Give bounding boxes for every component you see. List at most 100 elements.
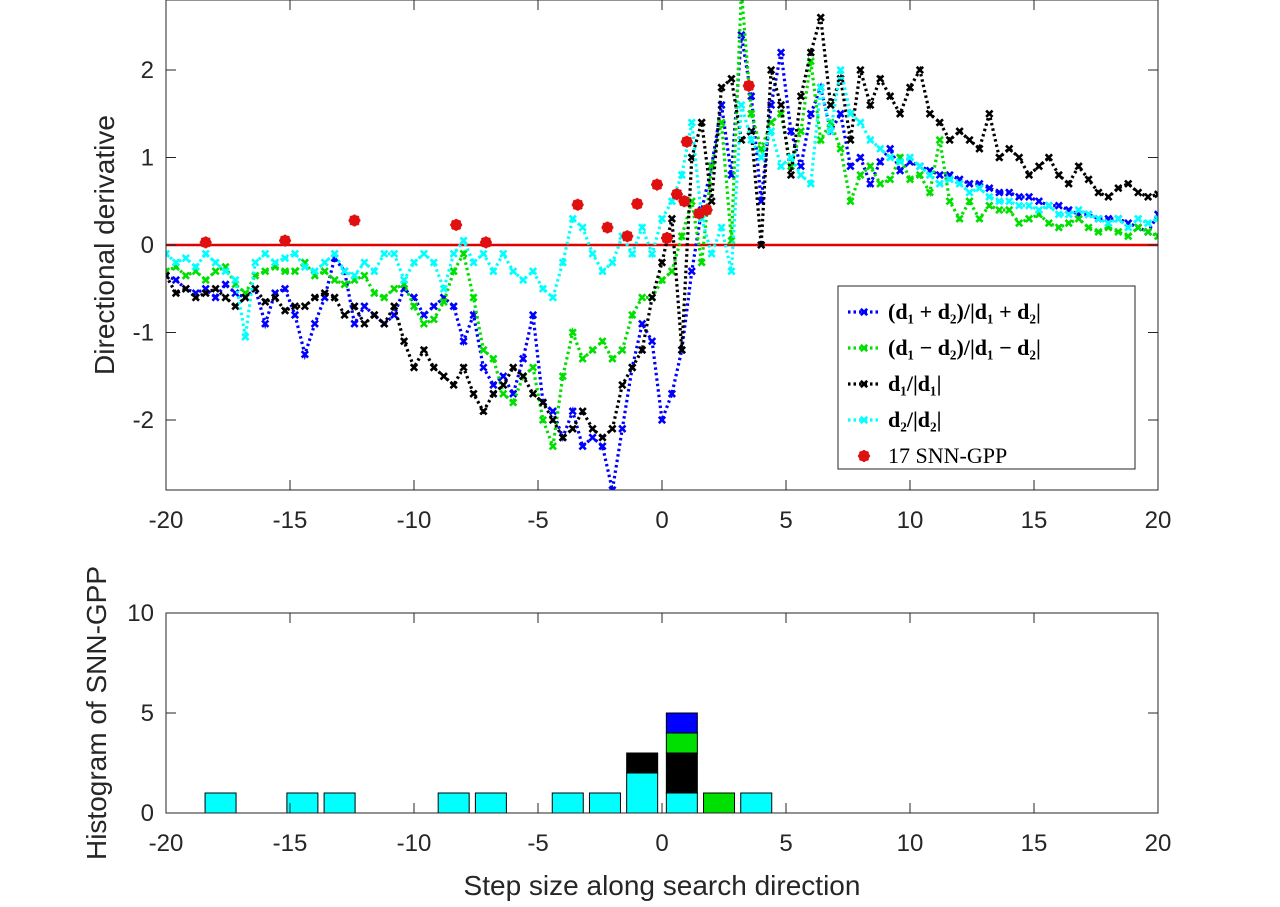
data-point	[568, 214, 577, 223]
data-point	[767, 127, 776, 136]
data-point	[469, 293, 478, 302]
data-point	[578, 442, 587, 451]
x-tick-label: 20	[1145, 507, 1172, 534]
data-point	[1005, 205, 1014, 215]
data-point	[519, 372, 528, 381]
data-point	[638, 293, 647, 302]
data-point	[1015, 219, 1024, 228]
data-point	[995, 188, 1004, 197]
data-point	[201, 249, 210, 258]
data-point	[915, 170, 925, 180]
data-point	[677, 345, 686, 355]
data-point	[261, 267, 270, 276]
data-point	[975, 214, 984, 223]
data-point	[846, 135, 855, 145]
data-point	[876, 144, 885, 153]
data-point	[499, 380, 508, 390]
data-point	[166, 249, 171, 258]
histogram-bar	[665, 732, 698, 754]
y-tick-label: 2	[141, 57, 154, 84]
legend: (d₁ + d₂)/|d₁ + d₂| (d₁ − d₂)/|d₁ − d₂| d₁…	[837, 285, 1136, 470]
data-point	[618, 345, 627, 355]
data-point	[866, 162, 875, 171]
data-point	[747, 127, 756, 136]
data-point	[935, 135, 944, 145]
data-point	[1084, 223, 1093, 232]
data-point	[300, 302, 309, 311]
data-point	[280, 284, 290, 293]
data-point	[915, 65, 925, 75]
histogram-bar	[323, 792, 356, 814]
data-point	[439, 284, 448, 293]
data-point	[687, 197, 696, 206]
data-point	[1034, 197, 1044, 206]
snn-gpp-point	[631, 197, 644, 210]
data-point	[1074, 205, 1083, 215]
y-tick-label: -2	[133, 407, 154, 434]
snn-gpp-point	[660, 232, 673, 244]
data-point	[945, 135, 954, 145]
data-point	[1124, 223, 1133, 232]
data-point	[1024, 170, 1034, 180]
data-point	[638, 345, 647, 355]
data-point	[588, 424, 597, 433]
histogram-bar	[665, 712, 698, 734]
data-point	[181, 254, 190, 263]
data-point	[568, 328, 577, 337]
data-point	[905, 83, 915, 92]
data-point	[1153, 190, 1158, 199]
data-point	[300, 350, 309, 359]
data-point	[747, 135, 756, 145]
histogram-plot: -20 -15 -10 -5 0 5 10 15 20 0 5 10 Histogram of SNN…	[81, 566, 1171, 901]
data-point	[608, 354, 617, 363]
data-point	[707, 197, 716, 206]
data-point	[796, 127, 805, 136]
data-point	[1044, 201, 1053, 210]
data-point	[350, 302, 359, 311]
histogram-bar	[740, 792, 773, 814]
legend-marker	[859, 343, 869, 353]
data-point	[290, 310, 300, 320]
data-point	[687, 267, 696, 276]
histogram-plot-area	[166, 613, 1158, 813]
data-point	[459, 249, 468, 258]
data-point	[409, 302, 419, 311]
snn-gpp-point	[601, 221, 614, 234]
data-point	[1054, 223, 1063, 232]
data-point	[1054, 170, 1063, 180]
data-point	[548, 415, 557, 425]
data-point	[1094, 214, 1103, 223]
x-tick-label: -20	[149, 830, 184, 857]
y-tick-label: 0	[141, 800, 154, 827]
data-point	[1084, 175, 1093, 184]
data-point	[796, 170, 805, 180]
data-point	[290, 249, 300, 258]
data-point	[657, 275, 667, 285]
data-point	[201, 289, 210, 298]
data-point	[528, 363, 538, 372]
series-2	[166, 13, 1158, 442]
data-point	[439, 372, 448, 381]
x-tick-label: 5	[779, 830, 792, 857]
data-point	[985, 201, 994, 210]
data-point	[866, 179, 875, 188]
histogram-bar	[665, 752, 698, 794]
data-point	[846, 197, 855, 206]
data-point	[707, 249, 716, 258]
legend-entry: (d₁ − d₂)/|d₁ − d₂|	[848, 335, 1041, 360]
data-point	[846, 109, 855, 118]
data-point	[776, 48, 786, 57]
data-point	[509, 398, 518, 407]
data-point	[876, 157, 885, 166]
data-point	[1005, 197, 1014, 206]
data-point	[677, 232, 686, 241]
series-3	[166, 65, 1158, 341]
data-point	[360, 258, 369, 267]
data-point	[608, 424, 617, 433]
data-point	[1094, 227, 1103, 236]
data-point	[330, 249, 339, 258]
data-point	[796, 92, 805, 101]
data-point	[786, 153, 796, 162]
